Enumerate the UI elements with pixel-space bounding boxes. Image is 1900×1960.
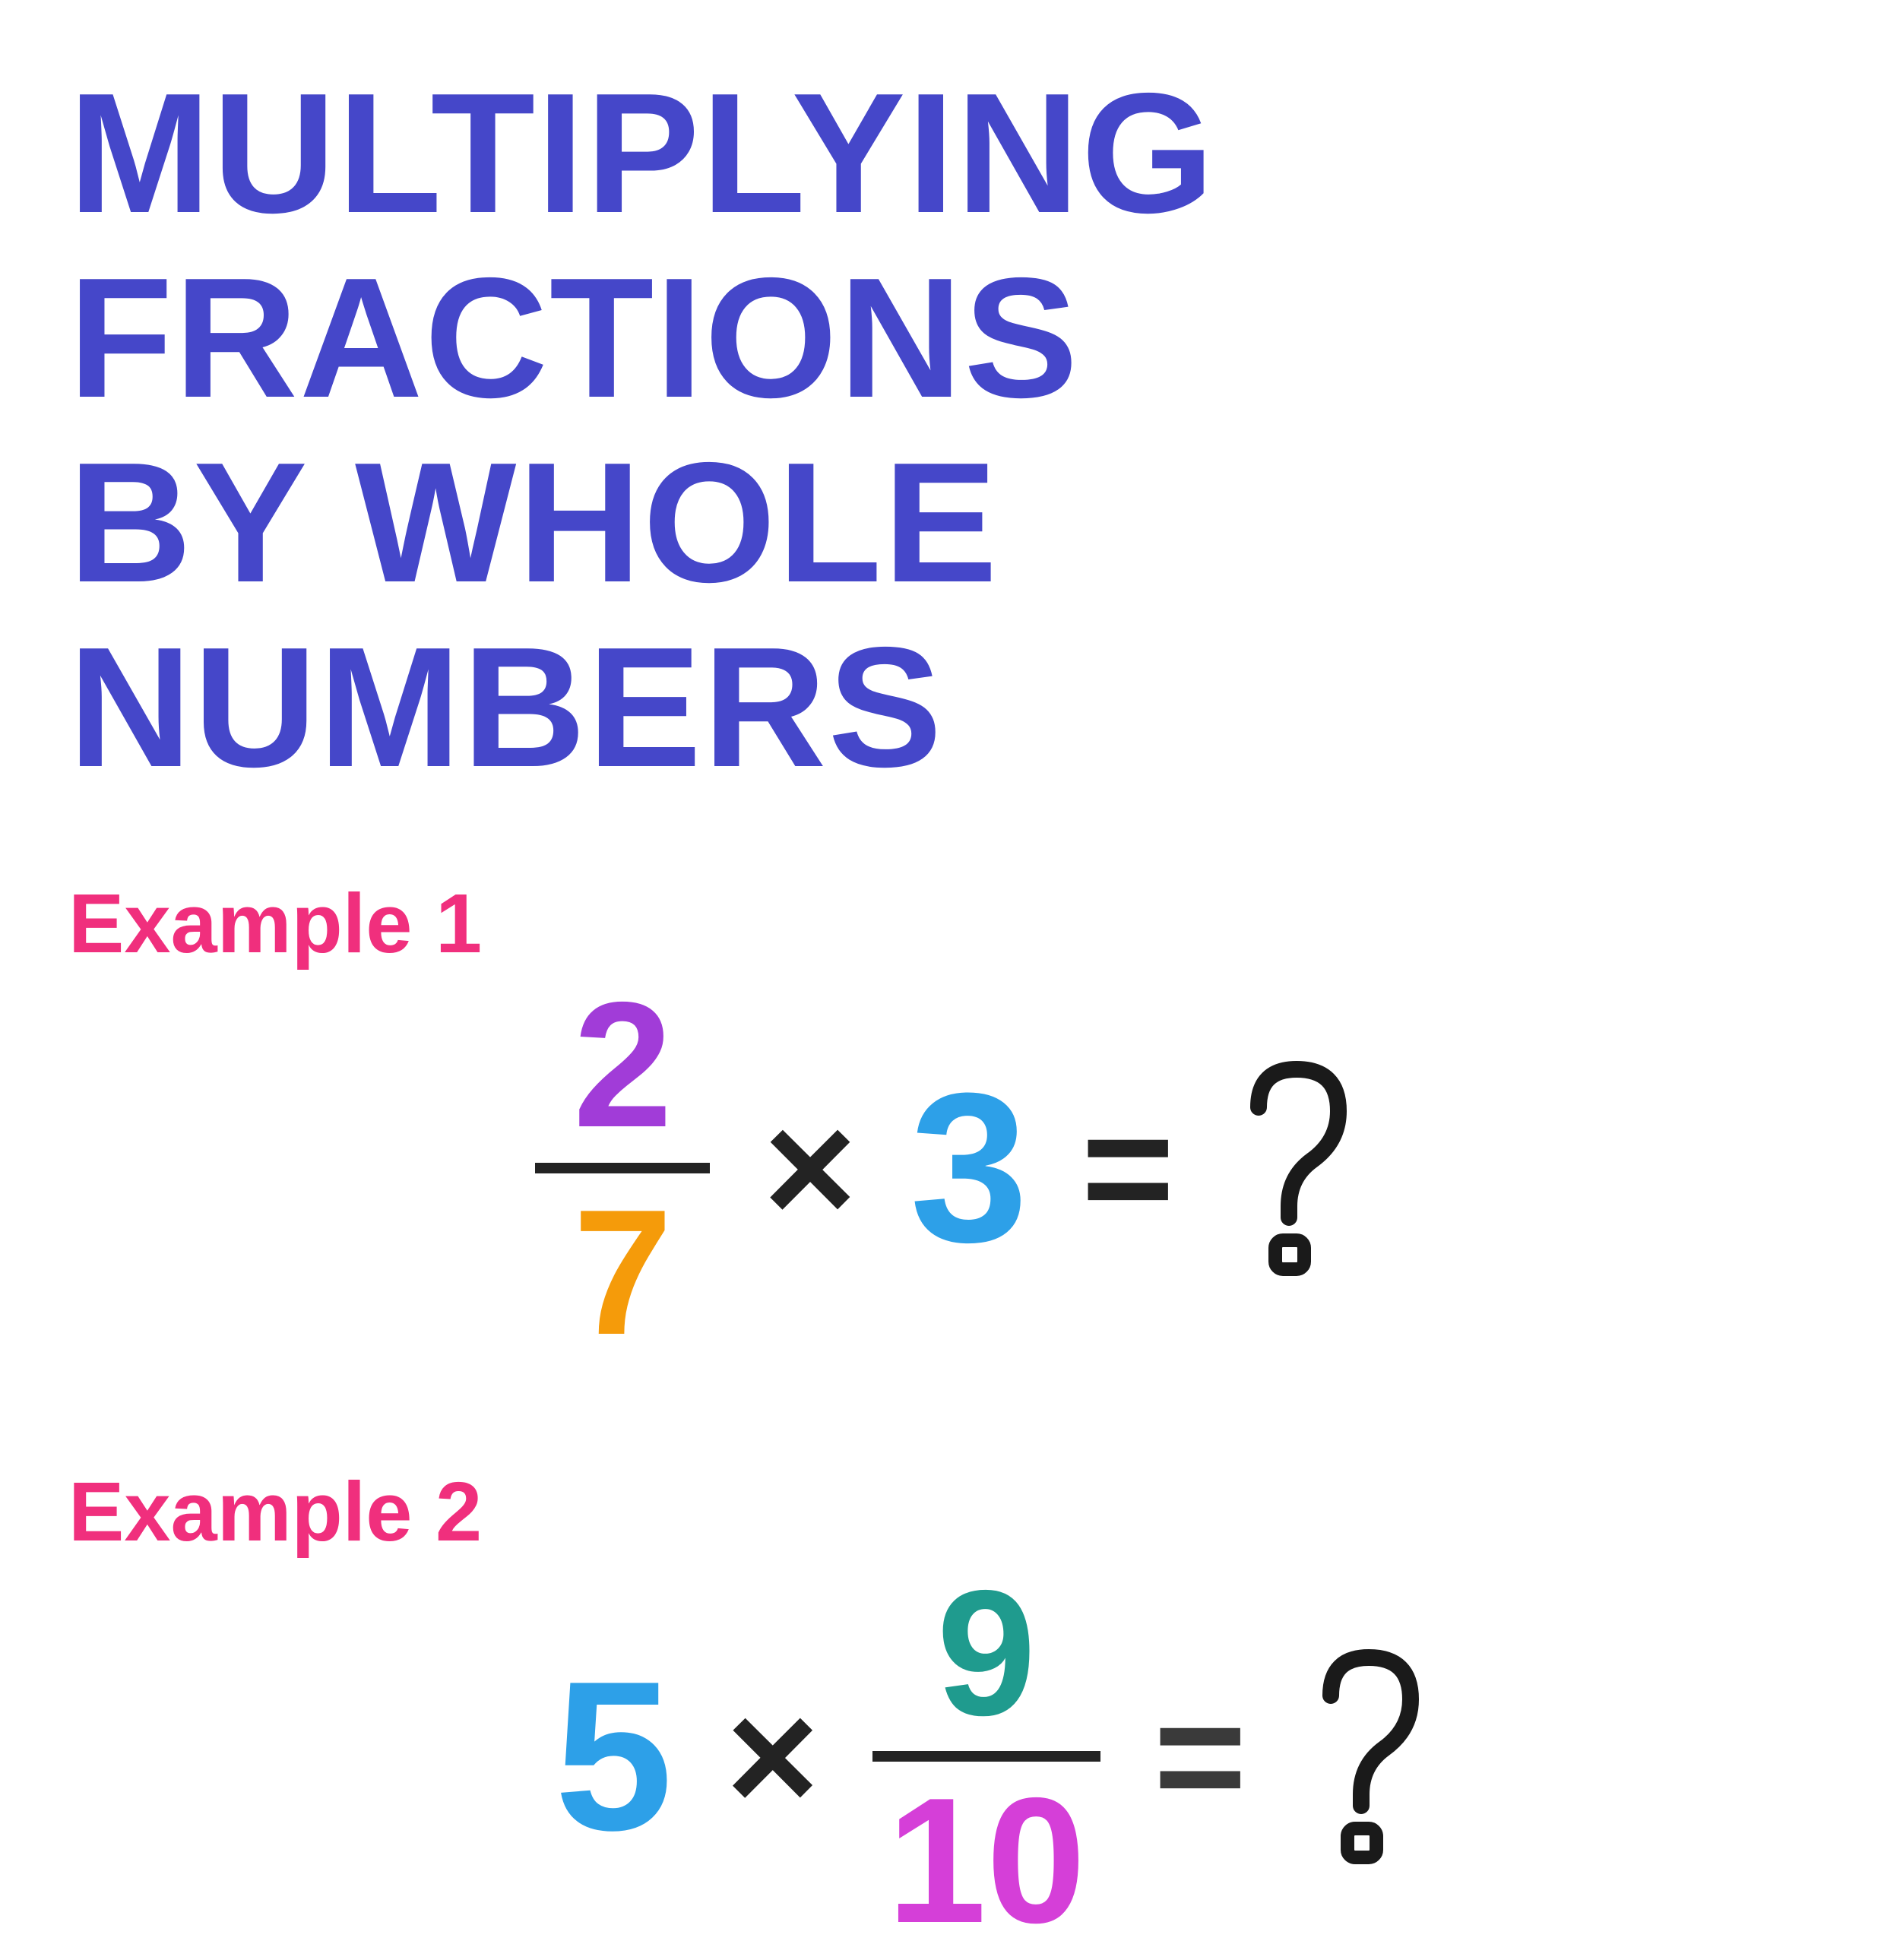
fraction-bar <box>872 1751 1100 1762</box>
example-1: Example 1 2 7 × 3 = <box>68 876 1832 1357</box>
question-mark-icon <box>1300 1642 1437 1870</box>
example-2-fraction: 9 10 <box>872 1568 1100 1946</box>
equals-sign: = <box>1081 1088 1175 1248</box>
example-2-equation: 5 × 9 10 = <box>68 1568 1832 1946</box>
example-2: Example 2 5 × 9 10 = <box>68 1464 1832 1946</box>
title-line-1: MULTIPLYING FRACTIONS <box>68 61 1832 430</box>
example-2-whole: 5 <box>554 1650 673 1863</box>
example-1-numerator: 2 <box>573 980 673 1149</box>
example-2-denominator: 10 <box>887 1775 1085 1945</box>
title-line-2: BY WHOLE NUMBERS <box>68 430 1832 800</box>
example-1-fraction: 2 7 <box>535 980 710 1357</box>
example-1-denominator: 7 <box>573 1187 673 1357</box>
multiply-operator: × <box>763 1088 857 1248</box>
page-title: MULTIPLYING FRACTIONS BY WHOLE NUMBERS <box>68 61 1832 800</box>
equals-sign: = <box>1154 1677 1247 1836</box>
example-2-label: Example 2 <box>68 1464 1832 1560</box>
example-1-equation: 2 7 × 3 = <box>68 980 1832 1357</box>
example-1-whole: 3 <box>910 1062 1028 1274</box>
multiply-operator: × <box>726 1677 819 1836</box>
question-mark-icon <box>1228 1054 1365 1282</box>
example-2-numerator: 9 <box>937 1568 1037 1737</box>
example-1-label: Example 1 <box>68 876 1832 972</box>
